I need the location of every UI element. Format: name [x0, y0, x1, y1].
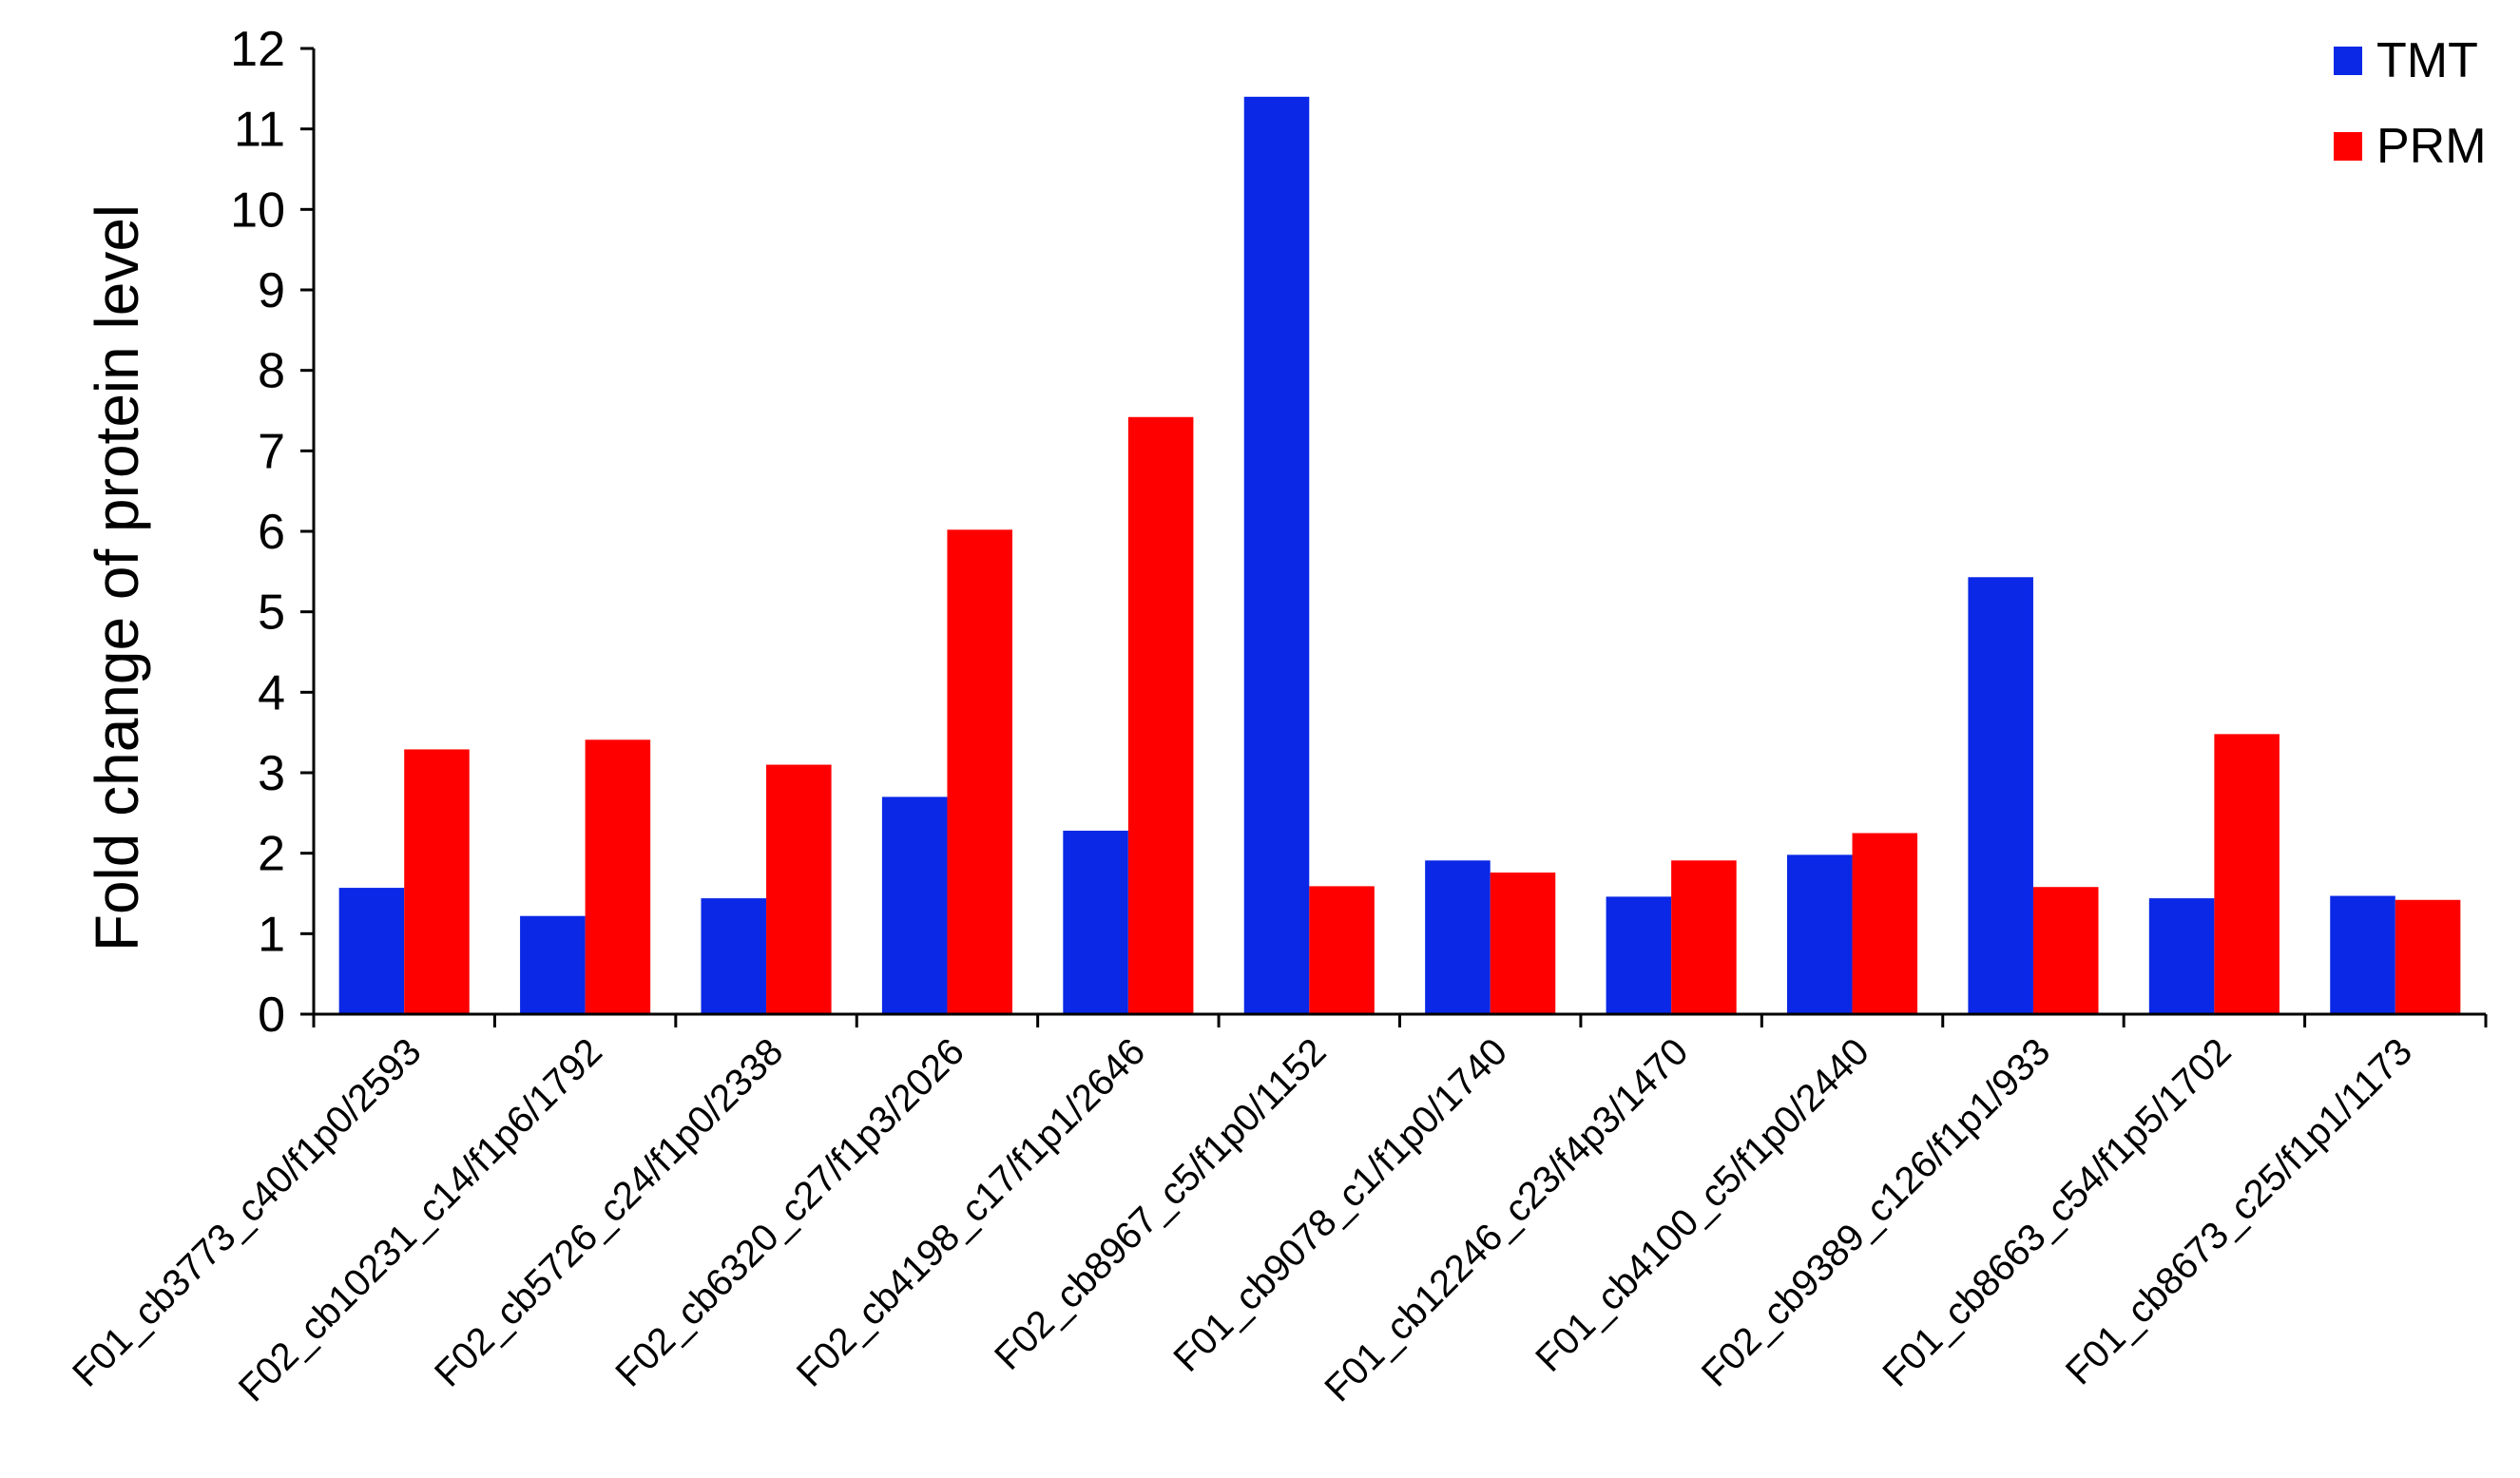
bar-tmt-4 — [881, 797, 948, 1014]
y-axis-title: Fold change of protein level — [83, 204, 151, 951]
y-tick-label: 0 — [258, 988, 285, 1043]
bar-prm-8 — [1671, 860, 1737, 1014]
x-category-label: F02_cb6320_c27/f1p3/2026 — [607, 1030, 971, 1394]
x-category-label: F02_cb8967_c5/f1p0/1152 — [987, 1030, 1335, 1378]
x-category-label: F01_cb3773_c40/f1p0/2593 — [65, 1030, 429, 1394]
legend-swatch-prm — [2334, 132, 2362, 161]
axes — [312, 48, 2486, 1016]
bar-tmt-1 — [338, 888, 405, 1014]
y-tick-label: 4 — [258, 665, 285, 720]
bars — [338, 96, 2461, 1015]
x-category-label: F02_cb4198_c17/f1p1/2646 — [789, 1030, 1153, 1394]
legend-label-prm: PRM — [2376, 119, 2487, 174]
x-category-label: F01_cb12246_c23/f4p3/1470 — [1317, 1030, 1696, 1410]
y-tick-label: 10 — [230, 182, 285, 238]
x-category-label: F02_cb5726_c24/f1p0/2338 — [427, 1030, 791, 1394]
bar-prm-1 — [404, 749, 470, 1014]
bar-tmt-10 — [1968, 577, 2033, 1014]
y-tick-label: 12 — [230, 22, 285, 77]
x-category-label: F01_cb8673_c25/f1p1/1173 — [2058, 1030, 2420, 1392]
y-tick-label: 1 — [258, 907, 285, 962]
x-category-label: F01_cb8663_c54/f1p5/1702 — [1875, 1030, 2239, 1394]
legend-label-tmt: TMT — [2376, 33, 2478, 88]
x-axis-labels: F01_cb3773_c40/f1p0/2593F02_cb10231_c14/… — [65, 1014, 2488, 1410]
bar-prm-10 — [2032, 887, 2099, 1014]
bar-prm-7 — [1490, 872, 1556, 1014]
y-tick-label: 11 — [234, 103, 285, 158]
bar-prm-2 — [585, 739, 651, 1014]
y-tick-label: 5 — [258, 585, 285, 641]
bar-tmt-9 — [1786, 854, 1853, 1014]
y-tick-label: 9 — [258, 263, 285, 318]
legend: TMT PRM — [2334, 33, 2487, 174]
bar-prm-3 — [766, 764, 832, 1014]
bar-tmt-8 — [1606, 896, 1672, 1014]
bar-prm-6 — [1309, 886, 1375, 1014]
x-category-label: F02_cb10231_c14/f1p6/1792 — [231, 1030, 610, 1410]
y-tick-label: 2 — [258, 827, 285, 882]
bar-prm-12 — [2395, 899, 2461, 1014]
bar-tmt-2 — [520, 915, 586, 1014]
x-category-label: F01_cb4100_c5/f1p0/2440 — [1528, 1030, 1877, 1380]
legend-swatch-tmt — [2334, 47, 2362, 75]
y-tick-label: 7 — [258, 424, 285, 479]
bar-prm-5 — [1127, 416, 1194, 1015]
bar-tmt-3 — [701, 898, 767, 1014]
bar-tmt-7 — [1425, 860, 1491, 1014]
bar-tmt-12 — [2330, 895, 2395, 1014]
x-category-label: F01_cb9078_c1/f1p0/1740 — [1165, 1030, 1515, 1380]
bar-prm-11 — [2214, 734, 2280, 1014]
x-category-label: F02_cb9389_c126/f1p1/933 — [1694, 1030, 2058, 1394]
bar-tmt-11 — [2148, 898, 2215, 1014]
bar-prm-4 — [947, 529, 1013, 1014]
y-tick-label: 8 — [258, 344, 285, 399]
bar-tmt-5 — [1063, 830, 1128, 1014]
y-tick-label: 3 — [258, 746, 285, 801]
y-tick-label: 6 — [258, 505, 285, 560]
bar-tmt-6 — [1243, 96, 1310, 1015]
bar-prm-9 — [1852, 833, 1918, 1014]
